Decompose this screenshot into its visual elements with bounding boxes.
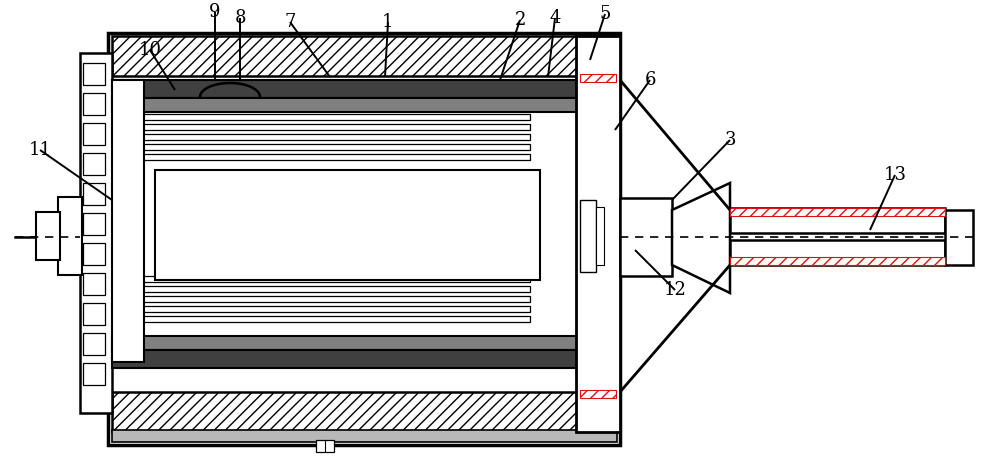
Bar [108, 33, 620, 445]
Text: 6: 6 [644, 71, 656, 89]
Bar [112, 80, 144, 362]
Text: 10: 10 [138, 41, 162, 59]
Text: 11: 11 [28, 141, 52, 159]
Text: 4: 4 [549, 9, 561, 27]
Bar [80, 53, 112, 413]
Bar [112, 80, 617, 98]
Bar [576, 36, 620, 432]
Bar [316, 440, 334, 452]
Bar [945, 210, 973, 265]
Bar [112, 114, 530, 120]
Bar [36, 212, 60, 260]
Polygon shape [672, 183, 730, 293]
Text: 5: 5 [599, 5, 611, 23]
Bar [596, 207, 604, 265]
Bar [112, 124, 530, 130]
Bar [730, 208, 945, 216]
Bar [112, 276, 530, 282]
Text: 3: 3 [724, 131, 736, 149]
Bar [83, 333, 105, 355]
Bar [83, 93, 105, 115]
Bar [730, 208, 945, 233]
Bar [112, 36, 617, 76]
Bar [83, 303, 105, 325]
Bar [580, 390, 616, 398]
Bar [155, 170, 540, 280]
Bar [83, 63, 105, 85]
Bar [112, 336, 617, 350]
Bar [112, 154, 530, 160]
Text: 8: 8 [234, 9, 246, 27]
Bar [112, 144, 530, 150]
Bar [83, 273, 105, 295]
Bar [580, 74, 616, 82]
Bar [83, 363, 105, 385]
Bar [112, 296, 530, 302]
Bar [83, 213, 105, 235]
Text: 12: 12 [664, 281, 686, 299]
Bar [112, 430, 617, 442]
Text: 1: 1 [382, 13, 394, 31]
Text: 13: 13 [884, 166, 906, 184]
Bar [83, 153, 105, 175]
Bar [83, 183, 105, 205]
Bar [112, 306, 530, 312]
Bar [112, 134, 530, 140]
Bar [83, 123, 105, 145]
Text: 9: 9 [209, 3, 221, 21]
Bar [112, 350, 617, 368]
Text: 7: 7 [284, 13, 296, 31]
Bar [580, 200, 596, 272]
Bar [730, 257, 945, 265]
Bar [112, 98, 617, 112]
Bar [730, 240, 945, 265]
Bar [620, 198, 672, 276]
Bar [112, 392, 617, 432]
Bar [112, 286, 530, 292]
Bar [58, 197, 82, 275]
Bar [112, 316, 530, 322]
Text: 2: 2 [514, 11, 526, 29]
Bar [83, 243, 105, 265]
